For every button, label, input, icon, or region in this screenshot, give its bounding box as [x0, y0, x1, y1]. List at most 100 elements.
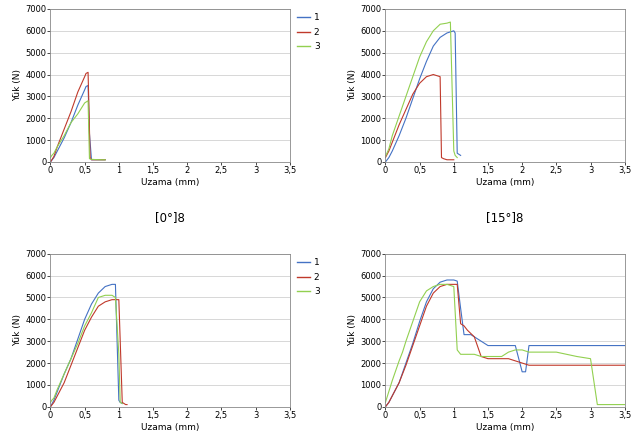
- 3: [116, 400, 124, 405]
- 3: [48, 153, 56, 158]
- 1: [115, 397, 122, 403]
- 2: [471, 334, 478, 340]
- Line: 1: 1: [386, 280, 625, 407]
- 3: [112, 295, 119, 300]
- 2: [621, 363, 628, 368]
- 3: [68, 356, 75, 361]
- 3: [85, 98, 92, 103]
- 1: [119, 401, 126, 406]
- Text: [15°]8: [15°]8: [487, 211, 524, 224]
- 1: [443, 277, 451, 283]
- 1: [423, 299, 430, 304]
- 1: [451, 30, 459, 36]
- Line: 1: 1: [50, 284, 122, 407]
- 1: [460, 332, 468, 337]
- 3: [119, 401, 126, 406]
- 2: [385, 148, 392, 154]
- 1: [423, 59, 430, 64]
- 2: [438, 155, 445, 160]
- 3: [109, 293, 116, 298]
- 3: [102, 293, 109, 298]
- 1: [402, 116, 410, 121]
- 1: [467, 332, 475, 337]
- 2: [74, 89, 81, 95]
- 1: [389, 393, 396, 399]
- Line: 2: 2: [50, 72, 105, 162]
- 2: [47, 159, 54, 164]
- 2: [81, 328, 88, 333]
- 2: [484, 356, 492, 361]
- 1: [82, 84, 90, 89]
- 3: [409, 74, 416, 80]
- 3: [74, 111, 81, 117]
- 3: [478, 354, 485, 359]
- 1: [74, 336, 81, 342]
- 1: [519, 369, 526, 375]
- 1: [437, 279, 444, 285]
- 2: [50, 400, 57, 405]
- 3: [573, 354, 581, 359]
- Legend: 1, 2, 3: 1, 2, 3: [297, 258, 319, 296]
- 1: [416, 76, 423, 81]
- 2: [54, 144, 61, 149]
- 2: [454, 282, 461, 287]
- 2: [109, 297, 116, 302]
- 2: [74, 345, 81, 350]
- Line: 2: 2: [50, 299, 127, 407]
- 3: [389, 133, 396, 139]
- 3: [450, 148, 457, 154]
- 1: [409, 96, 416, 101]
- X-axis label: Uzama (mm): Uzama (mm): [476, 178, 534, 187]
- 3: [382, 400, 389, 405]
- 1: [553, 343, 560, 348]
- 2: [402, 107, 410, 112]
- 2: [437, 74, 444, 80]
- 2: [460, 323, 468, 329]
- 1: [385, 400, 392, 405]
- 3: [385, 389, 392, 394]
- Line: 1: 1: [50, 85, 105, 162]
- 2: [395, 380, 403, 385]
- 3: [95, 157, 102, 162]
- 1: [389, 148, 396, 154]
- 2: [50, 154, 57, 159]
- 2: [102, 157, 109, 162]
- 1: [116, 400, 124, 405]
- 3: [115, 352, 122, 357]
- 3: [443, 21, 451, 26]
- 1: [109, 282, 116, 287]
- 2: [61, 127, 68, 132]
- 2: [478, 354, 485, 359]
- 2: [587, 363, 594, 368]
- 3: [54, 144, 61, 149]
- 3: [54, 387, 61, 392]
- 1: [54, 148, 61, 154]
- 3: [430, 284, 437, 289]
- 1: [525, 343, 533, 348]
- 2: [85, 70, 92, 75]
- 3: [594, 402, 601, 407]
- 2: [430, 72, 437, 77]
- 3: [525, 350, 533, 355]
- 2: [88, 157, 95, 162]
- 3: [597, 402, 604, 407]
- 2: [382, 155, 389, 160]
- 3: [454, 347, 461, 353]
- 3: [385, 146, 392, 152]
- 1: [464, 332, 471, 337]
- 2: [525, 363, 533, 368]
- 1: [512, 343, 519, 348]
- 3: [383, 395, 391, 401]
- 1: [102, 284, 109, 289]
- Line: 3: 3: [386, 284, 625, 405]
- 1: [457, 153, 464, 158]
- 2: [47, 404, 54, 409]
- 3: [491, 354, 498, 359]
- 2: [54, 393, 61, 399]
- Y-axis label: Yük (N): Yük (N): [13, 314, 23, 346]
- 3: [451, 153, 459, 158]
- 1: [498, 343, 505, 348]
- 1: [47, 404, 54, 409]
- 1: [450, 277, 457, 283]
- 3: [81, 323, 88, 329]
